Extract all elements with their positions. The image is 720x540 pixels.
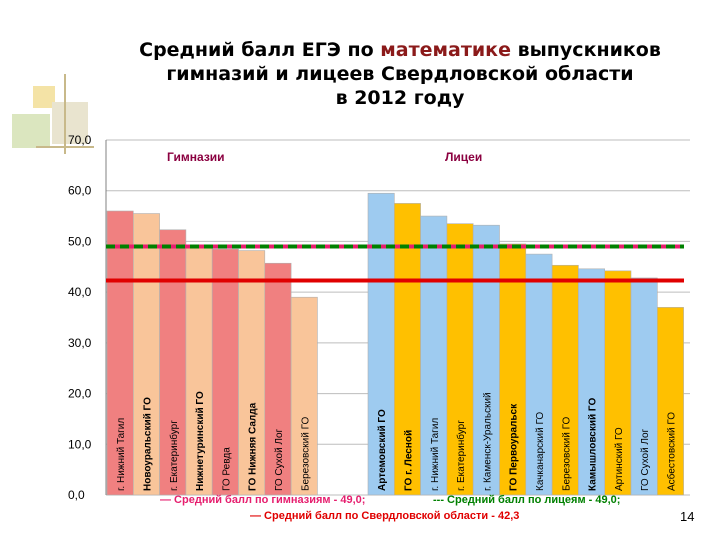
bar <box>604 270 632 496</box>
category-label: Нижнетуринский ГО <box>195 391 206 491</box>
category-label: Камышловский ГО <box>588 398 599 491</box>
legend-gym: — Средний балл по гимназиям - 49,0; <box>160 494 366 506</box>
category-label: Новоуральский ГО <box>142 397 153 491</box>
category-label: ГО Первоуральск <box>509 403 520 491</box>
bar <box>290 296 318 496</box>
bar <box>367 192 395 496</box>
category-label: ГО Нижняя Салда <box>248 402 259 491</box>
page-number: 14 <box>680 509 695 524</box>
bar <box>630 277 658 496</box>
title-line1-pre: Средний балл ЕГЭ по <box>139 39 381 61</box>
category-label: ГО Ревда <box>221 447 232 491</box>
bar <box>238 250 266 496</box>
bar <box>499 243 527 496</box>
y-tick-label: 20,0 <box>68 387 92 401</box>
bar <box>185 246 213 496</box>
title-line2: гимназий и лицеев Свердловской области <box>166 63 634 85</box>
bar <box>578 268 606 496</box>
legend-region: — Средний балл по Свердловской области -… <box>250 510 520 522</box>
chart-title: Средний балл ЕГЭ по математике выпускник… <box>100 38 700 110</box>
bar <box>656 307 684 496</box>
category-label: г. Каменск-Уральский <box>482 392 493 491</box>
category-label: ГО Сухой Лог <box>640 428 651 491</box>
y-tick-label: 40,0 <box>68 285 92 299</box>
category-label: г. Екатеринбург <box>168 420 180 491</box>
category-label: Асбестовский ГО <box>665 412 677 491</box>
bar <box>420 215 448 496</box>
decor-square-2 <box>12 114 50 148</box>
group-label: Гимназии <box>167 150 225 164</box>
category-label: г. Нижний Тагил <box>116 418 127 491</box>
y-tick-label: 0,0 <box>68 488 85 502</box>
decor-square-3 <box>52 102 88 144</box>
y-tick-label: 60,0 <box>68 184 92 198</box>
category-label: Березовский ГО <box>300 417 311 491</box>
group-label: Лицеи <box>445 150 482 164</box>
bar <box>551 264 579 496</box>
category-label: Артинский ГО <box>614 427 625 491</box>
category-label: ГО Сухой Лог <box>274 428 285 491</box>
title-line3: в 2012 году <box>335 87 465 109</box>
category-label: Березовский ГО <box>561 417 572 491</box>
bar <box>472 224 500 496</box>
title-line1-post: выпускников <box>510 39 661 61</box>
category-label: Качканарский ГО <box>535 412 546 491</box>
y-tick-label: 70,0 <box>68 133 92 147</box>
category-label: г. Нижний Тагил <box>430 418 441 491</box>
title-line1-accent: математике <box>380 39 511 61</box>
y-tick-label: 50,0 <box>68 234 92 248</box>
y-tick-label: 30,0 <box>68 336 92 350</box>
decor-square-1 <box>33 86 55 108</box>
bar <box>106 210 134 496</box>
bar <box>264 262 292 496</box>
category-label: г. Екатеринбург <box>455 420 467 491</box>
category-label: Артемовский ГО <box>377 409 388 491</box>
bar <box>525 253 553 496</box>
category-label: ГО г. Лесной <box>403 430 414 491</box>
y-tick-label: 10,0 <box>68 437 92 451</box>
legend-lyc: --- Средний балл по лицеям - 49,0; <box>433 494 621 506</box>
bar <box>211 248 239 496</box>
decor-line-v <box>64 74 66 154</box>
